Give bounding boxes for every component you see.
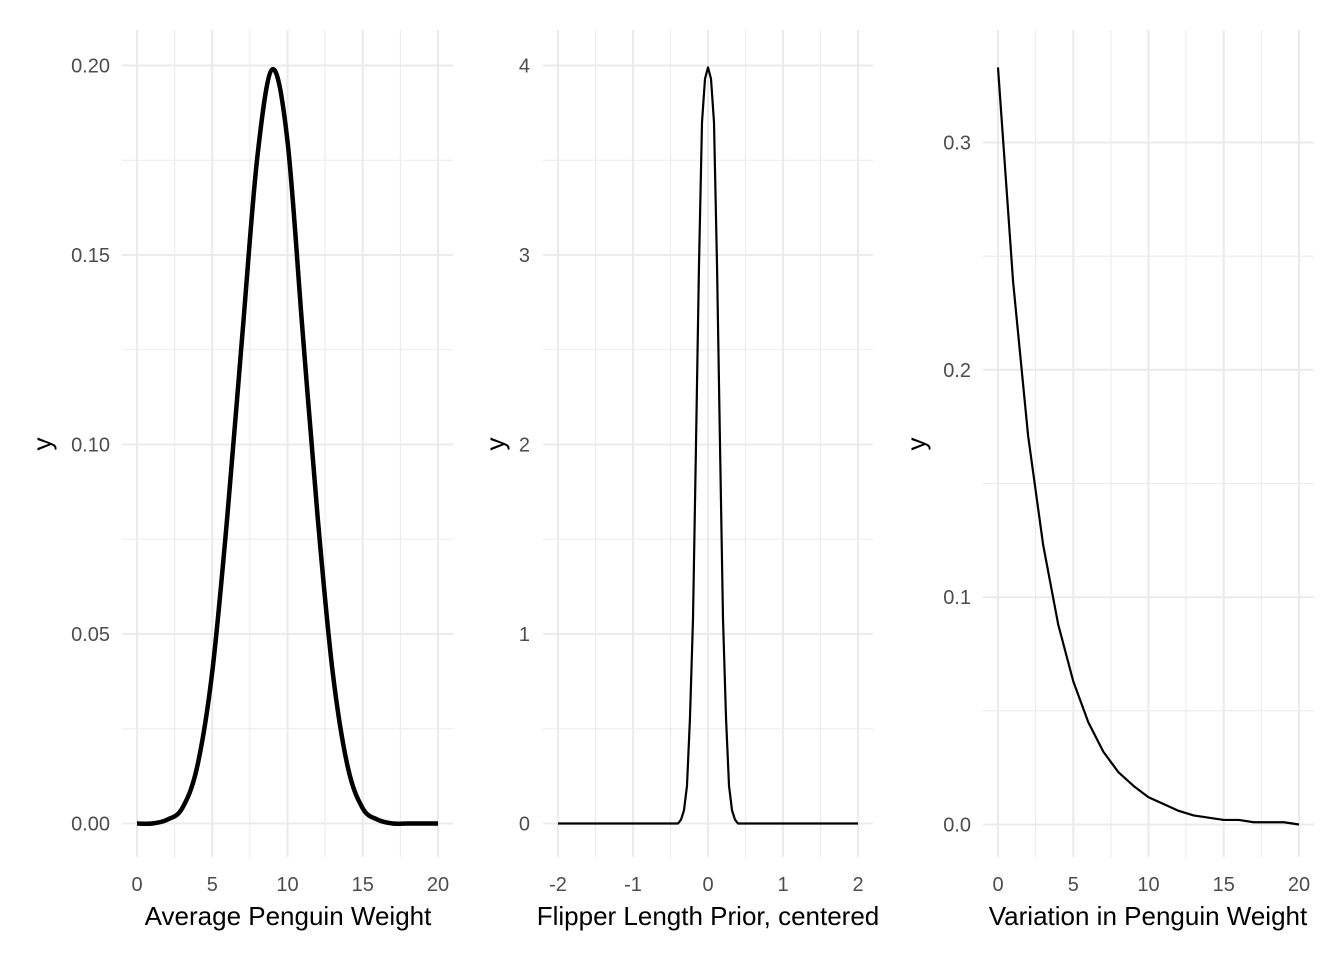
panel-flipper-length-prior: 0 1 2 3 4 -2 -1 0 1 2 Flipper Length Prior, cent… [480,30,879,931]
x-tick-label: -1 [624,874,642,896]
x-tick-label: 20 [1288,874,1310,896]
gridlines [543,30,873,857]
x-tick-label: 10 [276,874,298,896]
density-curve-layer [558,66,858,825]
density-curve-layer [136,67,438,827]
density-curve-layer [996,67,1300,826]
x-tick-label: 5 [1068,874,1079,896]
panel-variation-in-penguin-weight: 0.0 0.1 0.2 0.3 0 5 10 15 20 Variation in Pengu… [901,30,1314,931]
y-tick-label: 4 [519,56,530,78]
y-tick-label: 0.10 [71,435,110,457]
x-axis-title: Variation in Penguin Weight [989,901,1308,931]
y-tick-labels: 0.0 0.1 0.2 0.3 [943,133,971,837]
x-tick-labels: 0 5 10 15 20 [992,874,1310,896]
y-tick-label: 0.0 [943,815,971,837]
x-tick-label: 10 [1137,874,1159,896]
y-tick-label: 0.20 [71,56,110,78]
x-tick-label: -2 [549,874,567,896]
x-tick-label: 15 [1213,874,1235,896]
y-tick-labels: 0 1 2 3 4 [519,56,530,836]
y-axis-title: y [480,438,510,451]
x-tick-label: 0 [702,874,713,896]
y-tick-label: 0.00 [71,814,110,836]
panel-average-penguin-weight: 0.00 0.05 0.10 0.15 0.20 0 5 10 15 20 Average Pe… [27,30,453,931]
y-tick-label: 2 [519,435,530,457]
y-tick-label: 1 [519,624,530,646]
y-axis-title: y [901,438,931,451]
x-tick-label: 20 [427,874,449,896]
density-curve [996,67,1300,826]
y-tick-label: 0.3 [943,133,971,155]
y-tick-label: 0.15 [71,245,110,267]
y-tick-label: 0.05 [71,624,110,646]
x-tick-label: 1 [777,874,788,896]
x-tick-label: 15 [352,874,374,896]
x-tick-labels: -2 -1 0 1 2 [549,874,863,896]
x-axis-title: Flipper Length Prior, centered [537,901,880,931]
y-tick-label: 0.2 [943,360,971,382]
y-tick-label: 0.1 [943,587,971,609]
density-curve [558,66,858,825]
x-tick-label: 5 [207,874,218,896]
x-tick-label: 0 [992,874,1003,896]
x-tick-labels: 0 5 10 15 20 [131,874,449,896]
x-tick-label: 2 [852,874,863,896]
x-tick-label: 0 [131,874,142,896]
density-curve [136,67,438,827]
y-axis-title: y [27,438,57,451]
y-tick-labels: 0.00 0.05 0.10 0.15 0.20 [71,56,110,836]
x-axis-title: Average Penguin Weight [145,901,432,931]
gridlines [983,30,1314,857]
y-tick-label: 0 [519,814,530,836]
y-tick-label: 3 [519,245,530,267]
